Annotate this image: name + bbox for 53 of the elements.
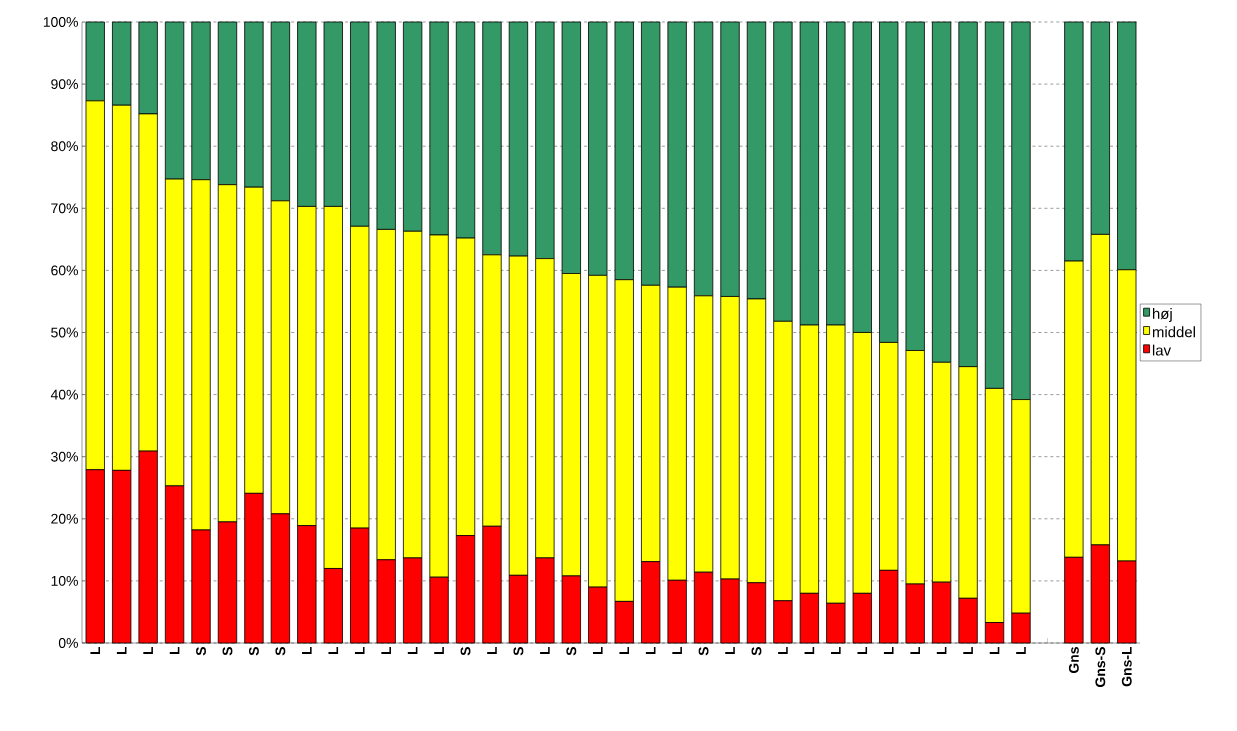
y-tick-label: 80%: [51, 141, 78, 152]
x-tick-label: L: [778, 646, 788, 655]
legend-label: middel: [1152, 326, 1195, 338]
x-tick-label: L: [804, 646, 815, 655]
x-tick-label: L: [857, 646, 868, 655]
x-tick-label: L: [645, 646, 656, 655]
x-tick-label: L: [963, 646, 973, 655]
x-tick-label: S: [275, 647, 286, 656]
legend-label: høj: [1152, 308, 1172, 322]
x-tick-label: L: [592, 646, 603, 655]
x-tick-label: L: [487, 646, 497, 655]
y-tick-label: 30%: [51, 451, 78, 462]
x-tick-label: L: [831, 646, 841, 655]
x-tick-label: S: [751, 647, 762, 656]
x-tick-label: L: [910, 646, 920, 655]
x-tick-label: L: [989, 646, 1000, 655]
x-tick-label: L: [407, 646, 418, 655]
x-tick-label: S: [222, 647, 233, 656]
y-tick-label: 100%: [43, 17, 78, 27]
y-tick-label: 20%: [51, 513, 78, 524]
x-tick-label: L: [381, 646, 391, 655]
y-tick-label: 0%: [58, 638, 78, 648]
x-tick-label: Gns-L: [1121, 646, 1132, 687]
x-tick-label: L: [328, 646, 339, 655]
x-tick-label: L: [672, 646, 682, 655]
y-tick-label: 90%: [51, 79, 78, 90]
x-tick-label: Gns-S: [1095, 647, 1106, 688]
x-tick-label: S: [698, 647, 709, 656]
x-tick-label: L: [936, 646, 947, 655]
y-tick-label: 10%: [51, 575, 78, 586]
y-tick-label: 50%: [51, 327, 78, 338]
x-tick-label: L: [143, 646, 153, 655]
x-tick-label: L: [883, 646, 894, 655]
legend-label: lav: [1152, 344, 1171, 356]
x-tick-label: Gns: [1068, 647, 1079, 674]
x-tick-label: L: [725, 646, 735, 655]
x-tick-label: L: [90, 646, 101, 655]
x-tick-label: L: [354, 646, 365, 655]
x-tick-label: L: [434, 646, 444, 655]
y-tick-label: 70%: [51, 203, 78, 214]
x-tick-label: L: [116, 646, 127, 655]
x-tick-label: S: [513, 647, 524, 656]
x-tick-label: L: [169, 646, 180, 655]
x-tick-label: S: [566, 647, 577, 656]
x-tick-label: S: [196, 647, 206, 656]
x-tick-label: S: [460, 647, 471, 656]
x-tick-label: L: [540, 646, 550, 655]
x-tick-label: S: [248, 647, 259, 656]
x-tick-label: L: [1016, 646, 1026, 655]
x-tick-label: L: [619, 646, 630, 655]
y-tick-label: 40%: [50, 389, 78, 400]
y-tick-label: 60%: [51, 265, 78, 276]
x-tick-label: L: [302, 646, 312, 655]
